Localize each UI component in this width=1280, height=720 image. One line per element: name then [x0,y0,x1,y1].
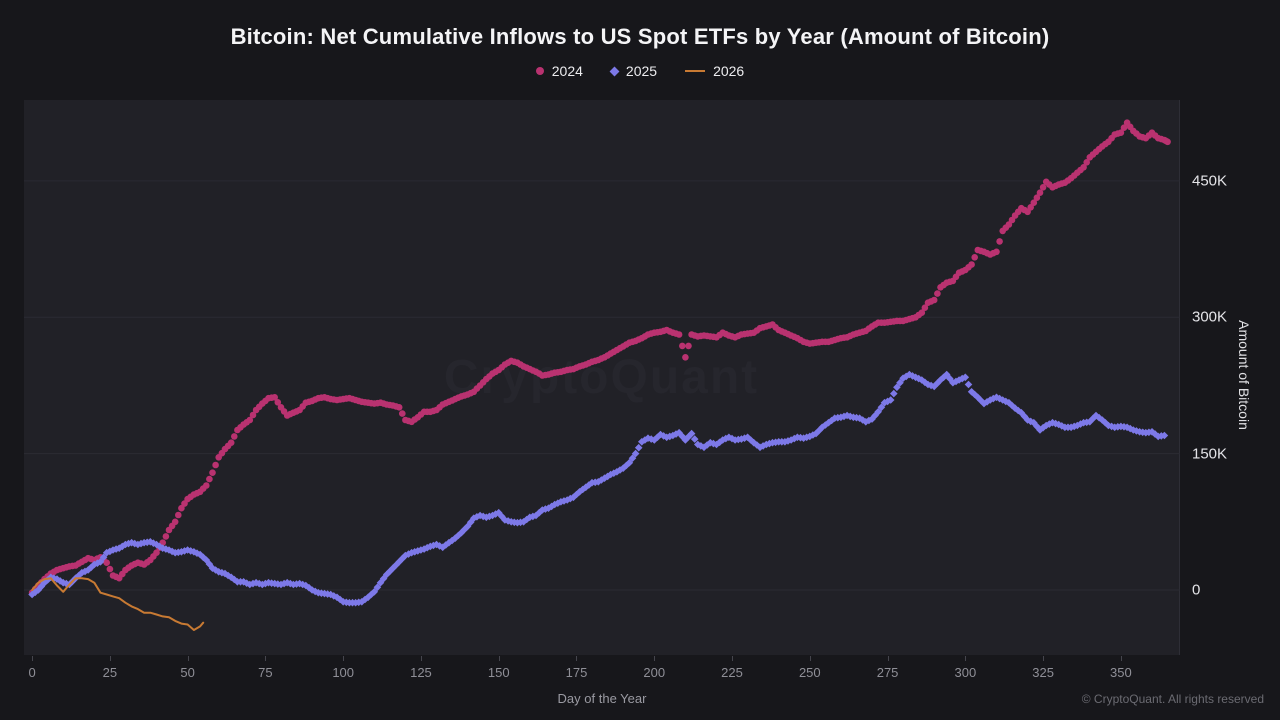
x-tick-label: 300 [954,665,977,680]
legend-label-2026: 2026 [713,63,745,79]
x-tick-label: 325 [1032,665,1054,680]
x-tick-label: 100 [332,665,355,680]
x-tick-label: 125 [410,665,432,680]
y-tick-label: 150K [1192,445,1228,463]
x-tick-label: 275 [876,665,899,680]
x-tick-mark [1120,656,1122,661]
x-tick-mark [420,656,422,661]
x-tick-mark [265,656,267,661]
x-tick-label: 0 [28,665,36,680]
x-tick-mark [498,656,500,661]
x-tick-label: 250 [798,665,821,680]
legend-label-2025: 2025 [625,63,658,79]
legend-item-2024[interactable]: 2024 [535,63,583,79]
legend-item-2025[interactable]: 2025 [609,63,658,79]
x-tick-mark [654,656,656,661]
x-tick-mark [732,656,734,661]
diamond-marker-icon [609,66,620,76]
x-tick-mark [187,656,189,661]
x-tick-mark [809,656,811,661]
y-axis-title: Amount of Bitcoin [1236,320,1252,430]
line-marker-icon [685,70,706,72]
x-tick-mark [109,656,111,661]
x-tick-mark [576,656,578,661]
y-tick-label: 300K [1192,308,1228,326]
x-axis-title: Day of the Year [557,691,647,706]
x-tick-label: 350 [1110,665,1132,680]
x-tick-label: 75 [258,665,273,680]
circle-marker-icon [535,67,544,75]
legend-label-2024: 2024 [551,63,583,79]
x-tick-label: 200 [643,665,666,680]
x-tick-label: 225 [721,665,743,680]
x-tick-label: 50 [180,665,195,680]
x-tick-label: 175 [565,665,588,680]
x-tick-mark [887,656,889,661]
y-tick-label: 0 [1192,581,1201,599]
x-tick-label: 25 [102,665,118,680]
plot-area: CryptoQuant [24,100,1180,655]
legend-item-2026[interactable]: 2026 [685,63,744,79]
chart-plot-svg [24,119,1180,631]
x-tick-mark [343,656,345,661]
legend: 2024 2025 2026 [0,63,1280,79]
chart-title: Bitcoin: Net Cumulative Inflows to US Sp… [230,24,1050,49]
y-tick-label: 450K [1192,172,1228,190]
copyright-text: © CryptoQuant. All rights reserved [1081,692,1264,706]
x-tick-label: 150 [487,665,510,680]
x-tick-mark [32,656,34,661]
x-tick-mark [965,656,967,661]
x-tick-mark [1043,656,1045,661]
